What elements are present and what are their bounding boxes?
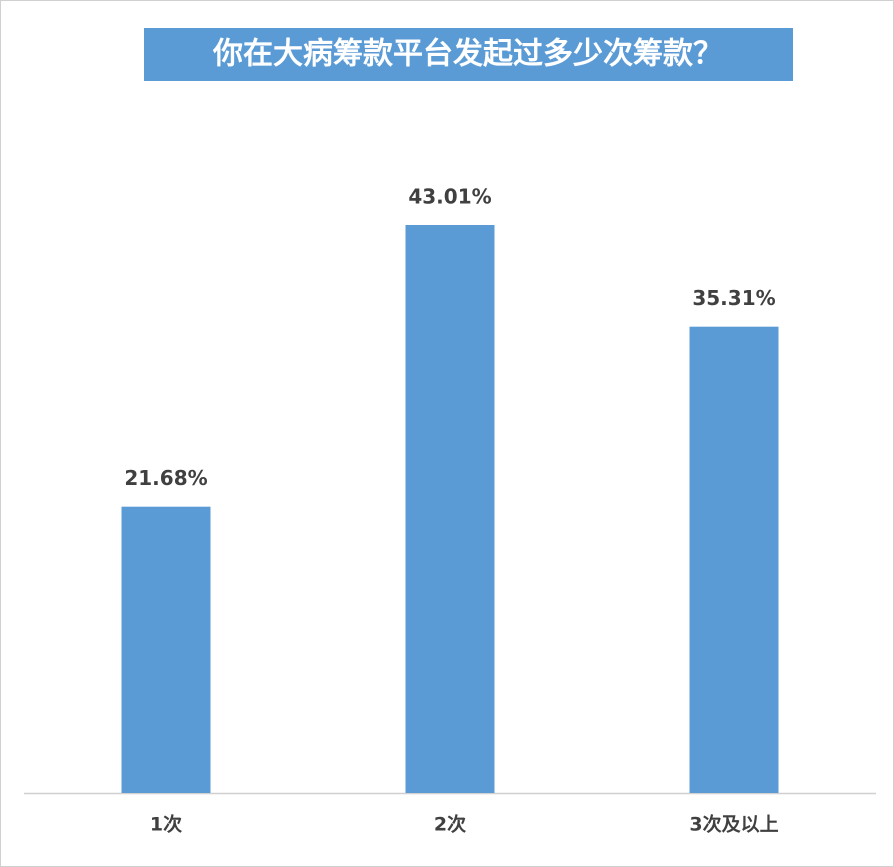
x-tick-label: 3次及以上 bbox=[689, 813, 778, 836]
bar bbox=[689, 326, 779, 793]
value-label: 35.31% bbox=[692, 286, 775, 310]
chart-title: 你在大病筹款平台发起过多少次筹款？ bbox=[212, 37, 723, 72]
title-box bbox=[144, 28, 793, 81]
value-label: 43.01% bbox=[408, 185, 491, 209]
value-label: 21.68% bbox=[124, 466, 207, 490]
x-tick-label: 2次 bbox=[434, 813, 466, 836]
bar bbox=[121, 506, 211, 793]
bar bbox=[405, 225, 495, 793]
x-tick-label: 1次 bbox=[150, 813, 182, 836]
